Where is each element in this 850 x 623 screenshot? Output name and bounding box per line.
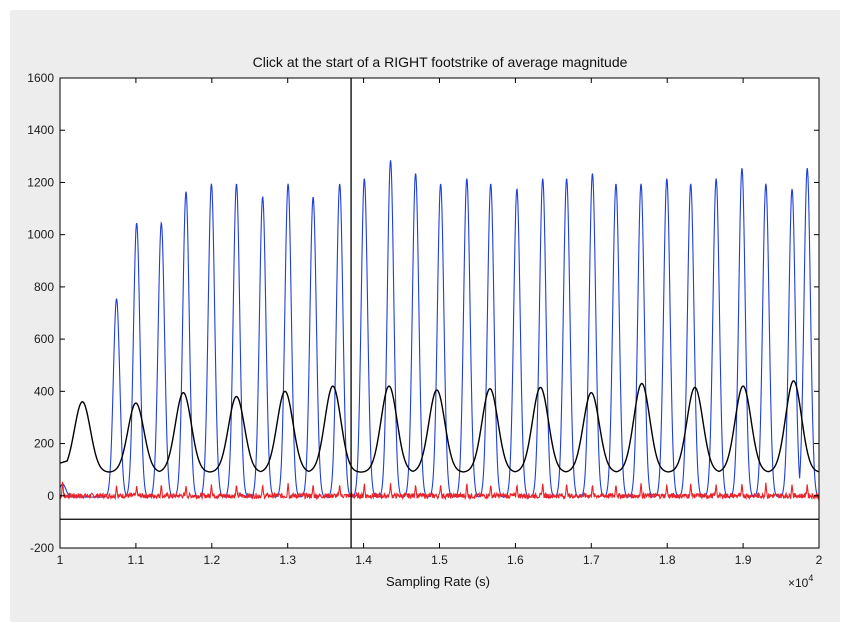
x-tick-label: 1 bbox=[57, 553, 64, 567]
x-tick-label: 1.5 bbox=[431, 553, 448, 567]
y-tick-label: 0 bbox=[47, 489, 54, 503]
series-line-blue-spikes bbox=[60, 160, 819, 498]
figure-window: 1 1.1 1.2 1.3 1.4 1.5 1.6 1.7 1.8 1.9 2 -200 0 200 40… bbox=[10, 10, 840, 622]
plot-canvas[interactable]: 1 1.1 1.2 1.3 1.4 1.5 1.6 1.7 1.8 1.9 2 -200 0 200 40… bbox=[10, 10, 840, 622]
x-tick-label: 1.1 bbox=[128, 553, 145, 567]
series-black-smooth bbox=[60, 380, 819, 473]
series-line-black-smooth bbox=[60, 380, 819, 473]
x-tick-label: 2 bbox=[816, 553, 823, 567]
y-tick-label: 800 bbox=[34, 280, 54, 294]
x-tick-label: 1.9 bbox=[735, 553, 752, 567]
y-tick-label: -200 bbox=[30, 541, 54, 555]
y-tick-label: 1600 bbox=[27, 71, 54, 85]
series-red-noise bbox=[60, 480, 819, 501]
x-tick-label: 1.7 bbox=[583, 553, 600, 567]
x-tick-label: 1.6 bbox=[507, 553, 524, 567]
series-line-red-noise bbox=[60, 481, 819, 501]
y-tick-label: 400 bbox=[34, 384, 54, 398]
x-tick-label: 1.8 bbox=[659, 553, 676, 567]
y-axis-ticks: -200 0 200 400 600 800 1000 1200 1400 1600 bbox=[27, 71, 819, 555]
chart-title: Click at the start of a RIGHT footstrike… bbox=[253, 54, 628, 70]
x-axis-label: Sampling Rate (s) bbox=[386, 574, 490, 589]
y-tick-label: 1400 bbox=[27, 123, 54, 137]
x-axis-multiplier: ×104 bbox=[788, 573, 813, 590]
series-blue-spikes bbox=[60, 158, 819, 498]
axes-background[interactable] bbox=[60, 78, 819, 548]
x-axis-ticks: 1 1.1 1.2 1.3 1.4 1.5 1.6 1.7 1.8 1.9 2 bbox=[57, 78, 823, 567]
x-tick-label: 1.3 bbox=[279, 553, 296, 567]
x-multiplier-exponent: 4 bbox=[808, 573, 813, 583]
x-multiplier-base: ×10 bbox=[788, 576, 809, 590]
x-tick-label: 1.2 bbox=[203, 553, 220, 567]
y-tick-label: 1200 bbox=[27, 175, 54, 189]
y-tick-label: 200 bbox=[34, 437, 54, 451]
x-tick-label: 1.4 bbox=[355, 553, 372, 567]
series-layer bbox=[60, 158, 819, 501]
y-tick-label: 600 bbox=[34, 332, 54, 346]
y-tick-label: 1000 bbox=[27, 228, 54, 242]
